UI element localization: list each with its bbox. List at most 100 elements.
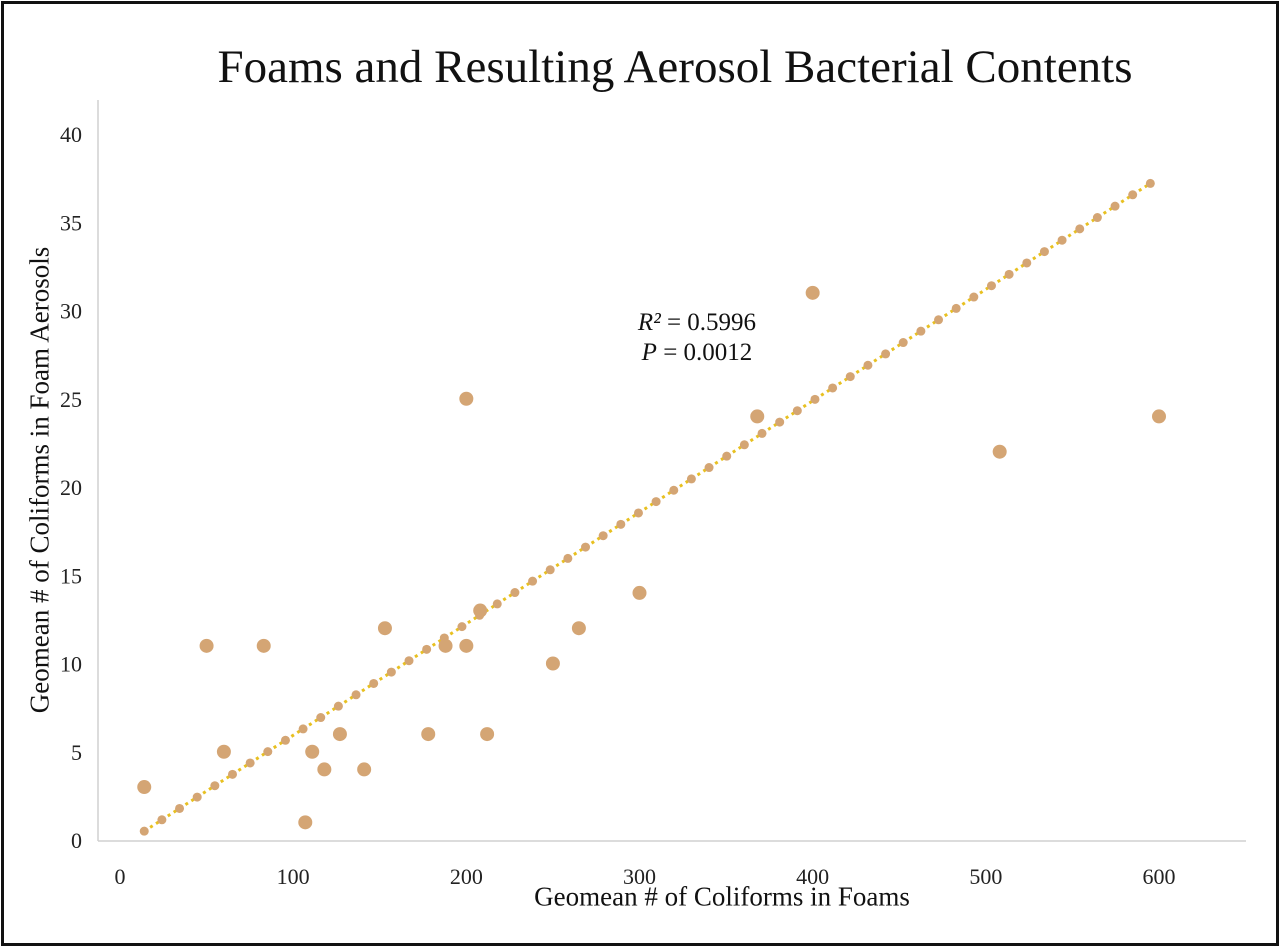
trendline-marker — [775, 417, 785, 427]
data-point — [357, 762, 372, 777]
trendline-marker — [1004, 269, 1014, 279]
trendline-marker — [881, 349, 891, 359]
y-tick-label: 30 — [60, 299, 82, 324]
regression-stats: R² = 0.5996 P = 0.0012 — [638, 308, 756, 368]
trendline-marker — [1092, 213, 1102, 223]
trendline-marker — [192, 792, 202, 802]
y-tick-label: 20 — [60, 475, 82, 500]
trendline-marker — [722, 451, 732, 461]
trendline-marker — [333, 701, 343, 711]
r-squared-line: R² = 0.5996 — [638, 308, 756, 338]
data-point — [377, 621, 392, 636]
trendline-marker — [1022, 258, 1032, 268]
data-point — [459, 638, 474, 653]
y-tick-label: 15 — [60, 563, 82, 588]
y-tick-label: 0 — [71, 828, 82, 853]
trendline-marker — [1110, 201, 1120, 211]
trendline-marker — [898, 338, 908, 348]
x-tick-label: 500 — [969, 864, 1002, 889]
trendline-marker — [457, 622, 467, 632]
r-squared-value: = 0.5996 — [666, 309, 757, 336]
trendline-marker — [1128, 190, 1138, 200]
x-tick-label: 0 — [115, 864, 126, 889]
x-axis-title: Geomean # of Coliforms in Foams — [534, 881, 910, 912]
x-tick-label: 400 — [796, 864, 829, 889]
trendline-marker — [316, 713, 326, 723]
trendline-marker — [669, 485, 679, 495]
x-tick-label: 100 — [277, 864, 310, 889]
data-point — [438, 638, 453, 653]
trendline-marker — [210, 781, 220, 791]
trendline — [143, 182, 1152, 833]
data-point — [332, 727, 347, 742]
trendline-marker — [298, 724, 308, 734]
trendline-marker — [227, 769, 237, 779]
trendline-marker — [686, 474, 696, 484]
y-tick-label: 25 — [60, 387, 82, 412]
y-axis-title: Geomean # of Coliforms in Foam Aerosols — [24, 246, 55, 714]
trendline-marker — [175, 803, 185, 813]
trendline-marker — [351, 690, 361, 700]
trendline-marker — [863, 360, 873, 370]
trendline-marker — [633, 508, 643, 518]
trendline-marker — [422, 644, 432, 654]
data-point — [750, 409, 765, 424]
data-point — [571, 621, 586, 636]
trendline-marker — [581, 542, 591, 552]
trendline-marker — [916, 326, 926, 336]
trendline-marker — [651, 497, 661, 507]
trendline-marker — [510, 588, 520, 598]
trendline-marker — [1145, 178, 1155, 188]
trendline-marker — [598, 531, 608, 541]
trendline-marker — [369, 678, 379, 688]
trendline-marker — [528, 576, 538, 586]
trendline-marker — [986, 281, 996, 291]
trendline-marker — [404, 656, 414, 666]
data-point — [545, 656, 560, 671]
p-label: P — [641, 339, 657, 366]
data-point — [298, 815, 313, 830]
trendline-marker — [969, 292, 979, 302]
trendline-marker — [563, 553, 573, 563]
data-point — [421, 727, 436, 742]
data-point — [480, 727, 495, 742]
x-tick-label: 300 — [623, 864, 656, 889]
y-tick-label: 35 — [60, 210, 82, 235]
trendline-marker — [757, 428, 767, 438]
trendline-marker — [1057, 235, 1067, 245]
data-point — [992, 444, 1007, 459]
data-point — [216, 744, 231, 759]
trendline-marker — [845, 372, 855, 382]
trendline-marker — [1039, 247, 1049, 257]
trendline-marker — [792, 406, 802, 416]
trendline-marker — [828, 383, 838, 393]
trendline-marker — [492, 599, 502, 609]
y-tick-label: 5 — [71, 740, 82, 765]
data-point — [632, 585, 647, 600]
data-point — [459, 391, 474, 406]
trendline-marker — [386, 667, 396, 677]
data-point — [305, 744, 320, 759]
trendline-marker — [545, 565, 555, 575]
y-tick-label: 10 — [60, 652, 82, 677]
data-point — [317, 762, 332, 777]
trendline-marker — [1075, 224, 1085, 234]
trendline-marker — [157, 815, 167, 825]
data-point — [805, 285, 820, 300]
trendline-marker — [739, 440, 749, 450]
data-point — [473, 603, 488, 618]
p-value-line: P = 0.0012 — [638, 338, 756, 368]
r-squared-label: R² — [637, 309, 661, 336]
y-tick-label: 40 — [60, 122, 82, 147]
trendline-marker — [280, 735, 290, 745]
x-tick-label: 600 — [1143, 864, 1176, 889]
trendline-marker — [616, 519, 626, 529]
trendline-marker — [810, 394, 820, 404]
trendline-marker — [245, 758, 255, 768]
data-point — [199, 638, 214, 653]
p-value: = 0.0012 — [663, 339, 753, 366]
trendline-marker — [704, 463, 714, 473]
trendline-marker — [934, 315, 944, 325]
data-point — [1152, 409, 1166, 424]
